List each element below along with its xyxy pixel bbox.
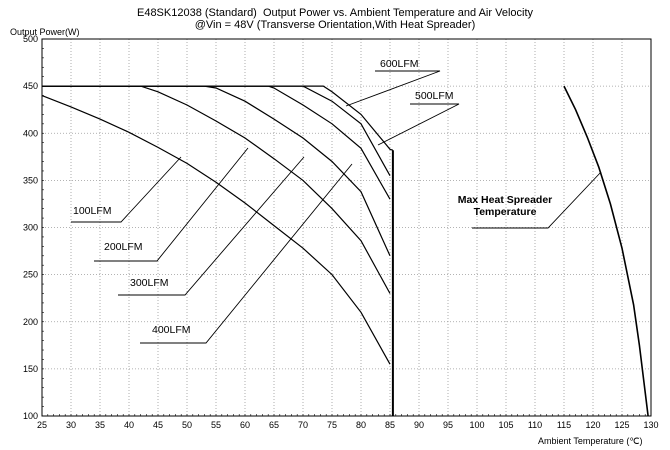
annotation-label: Max Heat Spreader bbox=[458, 194, 553, 206]
annotation-leader-line bbox=[472, 171, 602, 229]
x-tick-label: 55 bbox=[211, 420, 221, 430]
y-tick-label: 500 bbox=[23, 34, 38, 44]
x-tick-label: 110 bbox=[528, 420, 542, 430]
x-tick-label: 75 bbox=[327, 420, 337, 430]
y-tick-label: 400 bbox=[23, 128, 38, 138]
annotation-leader-line bbox=[71, 156, 182, 223]
y-tick-label: 100 bbox=[23, 411, 38, 421]
x-tick-label: 45 bbox=[153, 420, 163, 430]
y-tick-label: 350 bbox=[23, 175, 38, 185]
annotation-label: 100LFM bbox=[73, 205, 112, 217]
x-tick-label: 95 bbox=[443, 420, 453, 430]
y-tick-label: 300 bbox=[23, 223, 38, 233]
x-tick-label: 25 bbox=[37, 420, 47, 430]
x-tick-label: 60 bbox=[240, 420, 250, 430]
chart-subtitle: @Vin = 48V (Transverse Orientation,With … bbox=[194, 19, 476, 31]
annotation-leader-line bbox=[345, 70, 441, 107]
annotation-leader-line bbox=[94, 147, 249, 262]
x-tick-label: 50 bbox=[182, 420, 192, 430]
annotation-label: Temperature bbox=[474, 206, 537, 218]
annotation-label: 200LFM bbox=[104, 241, 143, 253]
series-line-100lfm bbox=[41, 95, 391, 365]
annotation-leader-line bbox=[377, 103, 460, 146]
x-tick-label: 40 bbox=[124, 420, 134, 430]
x-tick-label: 130 bbox=[643, 420, 658, 430]
series-line-200lfm bbox=[42, 85, 391, 294]
y-tick-label: 450 bbox=[23, 81, 38, 91]
x-axis-label: Ambient Temperature (℃) bbox=[538, 436, 643, 446]
x-tick-label: 35 bbox=[95, 420, 105, 430]
x-tick-label: 120 bbox=[585, 420, 600, 430]
annotation-label: 500LFM bbox=[415, 90, 454, 102]
x-tick-label: 105 bbox=[498, 420, 513, 430]
x-tick-label: 125 bbox=[614, 420, 629, 430]
series-line-300lfm bbox=[42, 85, 391, 257]
annotation-leader-line bbox=[140, 163, 353, 344]
series-line-max-spreader bbox=[563, 85, 649, 417]
y-tick-label: 250 bbox=[23, 270, 38, 280]
series-line-600lfm bbox=[42, 85, 394, 151]
x-tick-label: 115 bbox=[557, 420, 571, 430]
chart-title: E48SK12038 (Standard) Output Power vs. A… bbox=[136, 7, 534, 19]
x-tick-label: 100 bbox=[469, 420, 484, 430]
x-tick-label: 90 bbox=[414, 420, 424, 430]
x-tick-label: 80 bbox=[356, 420, 366, 430]
annotation-label: 300LFM bbox=[130, 277, 169, 289]
x-tick-label: 70 bbox=[298, 420, 308, 430]
x-tick-label: 85 bbox=[385, 420, 395, 430]
annotation-label: 400LFM bbox=[152, 324, 191, 336]
annotation-label: 600LFM bbox=[380, 58, 419, 70]
annotation-leader-line bbox=[118, 156, 305, 296]
x-tick-label: 30 bbox=[66, 420, 76, 430]
y-axis-label: Output Power(W) bbox=[10, 27, 80, 37]
y-tick-label: 200 bbox=[23, 317, 38, 327]
y-tick-label: 150 bbox=[23, 364, 38, 374]
x-tick-label: 65 bbox=[269, 420, 279, 430]
plot-frame bbox=[41, 38, 652, 417]
